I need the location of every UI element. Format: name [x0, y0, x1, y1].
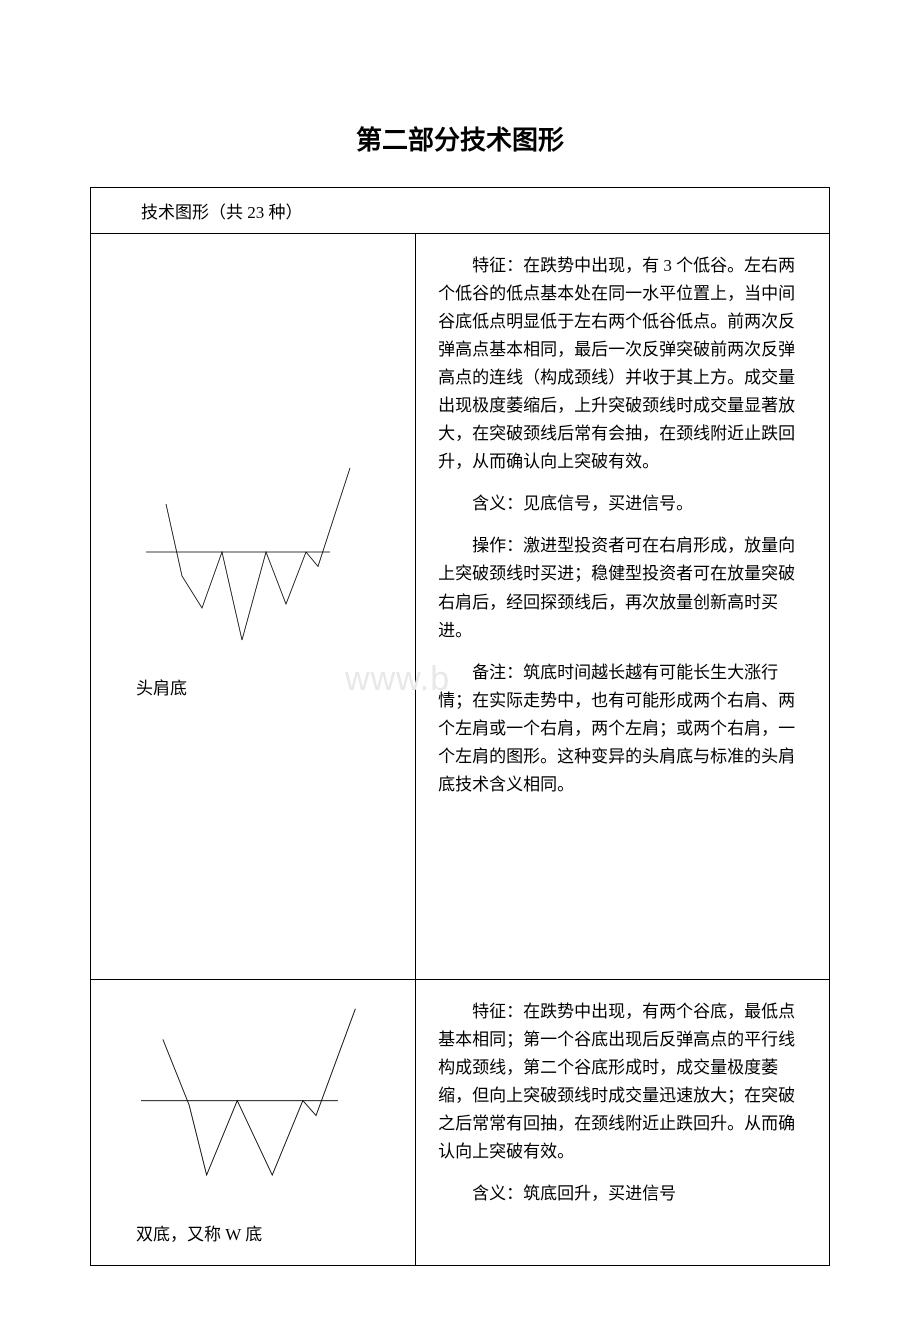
table-header-row: 技术图形（共 23 种） — [91, 188, 830, 234]
head-shoulders-bottom-chart — [106, 464, 386, 664]
table-header-cell: 技术图形（共 23 种） — [91, 188, 830, 234]
chart-cell: www.b 头肩底 — [91, 234, 416, 980]
paragraph: 含义：筑底回升，买进信号 — [438, 1180, 804, 1208]
paragraph: 特征：在跌势中出现，有两个谷底，最低点基本相同；第一个谷底出现后反弹高点的平行线… — [438, 998, 804, 1166]
price-line — [163, 1009, 356, 1175]
description-cell: 特征：在跌势中出现，有 3 个低谷。左右两个低谷的低点基本处在同一水平位置上，当… — [416, 234, 830, 980]
price-line — [166, 468, 350, 640]
chart-wrapper: 头肩底 — [106, 464, 400, 699]
paragraph: 含义：见底信号，买进信号。 — [438, 490, 804, 518]
pattern-table: 技术图形（共 23 种） www.b 头肩底 特征：在跌势中出现，有 3 个低谷… — [90, 187, 830, 1266]
chart-cell: 双底，又称 W 底 — [91, 980, 416, 1266]
paragraph: 操作：激进型投资者可在右肩形成，放量向上突破颈线时买进；稳健型投资者可在放量突破… — [438, 532, 804, 644]
chart-label: 双底，又称 W 底 — [106, 1220, 400, 1245]
paragraph: 备注：筑底时间越长越有可能长生大涨行情；在实际走势中，也有可能形成两个右肩、两个… — [438, 659, 804, 799]
chart-wrapper: 双底，又称 W 底 — [106, 1000, 400, 1245]
page-title: 第二部分技术图形 — [90, 120, 830, 157]
table-row: www.b 头肩底 特征：在跌势中出现，有 3 个低谷。左右两个低谷的低点基本处… — [91, 234, 830, 980]
table-row: 双底，又称 W 底 特征：在跌势中出现，有两个谷底，最低点基本相同；第一个谷底出… — [91, 980, 830, 1266]
chart-label: 头肩底 — [106, 674, 400, 699]
paragraph: 特征：在跌势中出现，有 3 个低谷。左右两个低谷的低点基本处在同一水平位置上，当… — [438, 252, 804, 476]
description-cell: 特征：在跌势中出现，有两个谷底，最低点基本相同；第一个谷底出现后反弹高点的平行线… — [416, 980, 830, 1266]
double-bottom-chart — [106, 1000, 386, 1210]
